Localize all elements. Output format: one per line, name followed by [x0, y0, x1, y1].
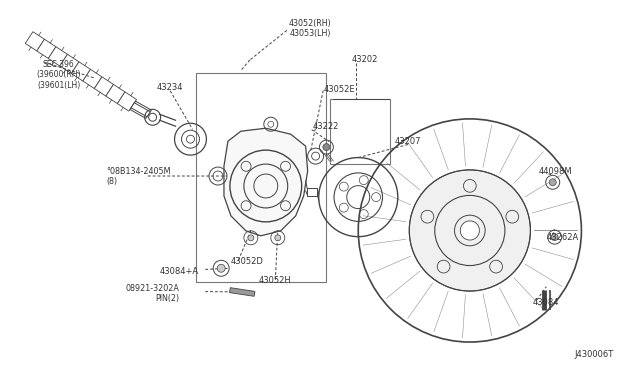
Circle shape: [248, 235, 254, 241]
Text: 43084: 43084: [533, 298, 559, 307]
Text: 08921-3202A
PIN(2): 08921-3202A PIN(2): [126, 284, 180, 303]
Polygon shape: [60, 54, 79, 74]
Circle shape: [551, 234, 558, 241]
Polygon shape: [71, 62, 90, 81]
Polygon shape: [230, 288, 255, 296]
Text: °08B134-2405M
(8): °08B134-2405M (8): [106, 167, 171, 186]
Polygon shape: [83, 69, 102, 89]
Text: SEC.396
(39600(RH)
(39601(LH): SEC.396 (39600(RH) (39601(LH): [36, 60, 81, 90]
Bar: [330, 99, 390, 164]
Text: 43052E: 43052E: [323, 85, 355, 94]
Text: 43222: 43222: [312, 122, 339, 131]
Text: 43262A: 43262A: [546, 233, 579, 243]
Circle shape: [323, 144, 330, 151]
Text: 43234: 43234: [157, 83, 184, 92]
Polygon shape: [117, 92, 136, 111]
Polygon shape: [48, 47, 67, 66]
Circle shape: [275, 235, 281, 241]
Text: 43052H: 43052H: [259, 276, 292, 285]
Polygon shape: [224, 128, 308, 236]
Circle shape: [217, 264, 225, 272]
Polygon shape: [25, 32, 44, 51]
Text: 43052D: 43052D: [231, 257, 264, 266]
Polygon shape: [106, 84, 125, 104]
Text: 43202: 43202: [351, 55, 378, 64]
Circle shape: [549, 179, 556, 186]
Text: J430006T: J430006T: [574, 350, 613, 359]
Polygon shape: [36, 39, 56, 58]
Text: 43052(RH)
43053(LH): 43052(RH) 43053(LH): [289, 19, 332, 38]
Bar: [196, 73, 326, 282]
Text: 43207: 43207: [395, 137, 421, 146]
Bar: [307, 187, 317, 196]
Text: 43084+A: 43084+A: [160, 267, 199, 276]
Polygon shape: [94, 77, 113, 96]
Text: 44098M: 44098M: [539, 167, 573, 176]
Polygon shape: [131, 103, 150, 117]
